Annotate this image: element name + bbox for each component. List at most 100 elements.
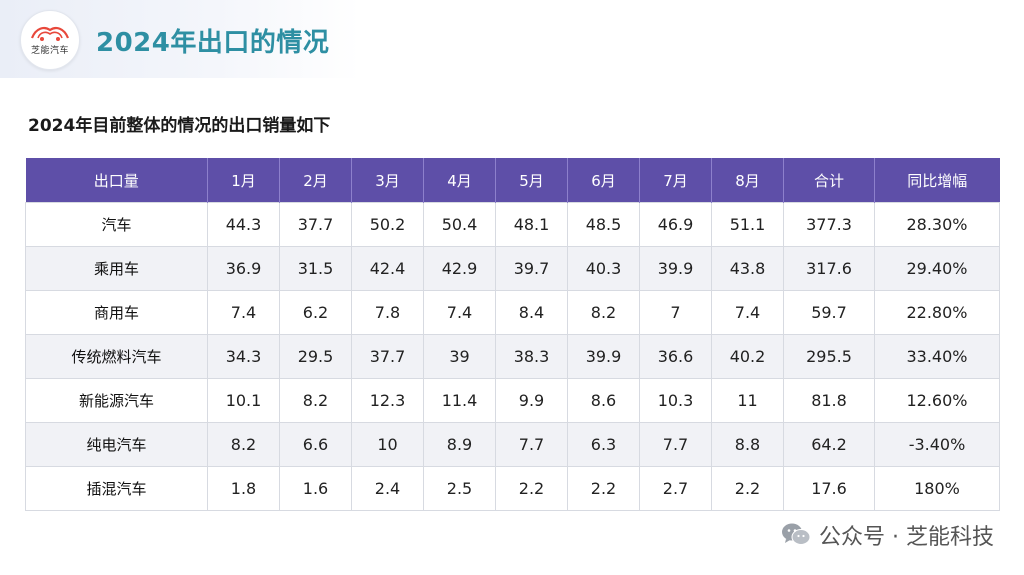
table-cell: 81.8 (783, 378, 875, 423)
wechat-icon (782, 523, 811, 545)
table-cell: -3.40% (874, 422, 1000, 467)
column-header: 合计 (783, 158, 875, 203)
table-cell: 7.4 (207, 290, 280, 335)
row-label: 汽车 (25, 202, 208, 247)
table-cell: 10.3 (639, 378, 712, 423)
page-title: 2024年出口的情况 (96, 28, 330, 58)
table-cell: 29.40% (874, 246, 1000, 291)
table-cell: 64.2 (783, 422, 875, 467)
table-cell: 43.8 (711, 246, 784, 291)
table-cell: 11 (711, 378, 784, 423)
row-label: 纯电汽车 (25, 422, 208, 467)
table-cell: 1.6 (279, 466, 352, 511)
table-cell: 39.7 (495, 246, 568, 291)
footer-credit: 公众号 · 芝能科技 (781, 519, 994, 551)
table-cell: 8.6 (567, 378, 640, 423)
car-logo-icon (30, 27, 70, 41)
table-cell: 37.7 (351, 334, 424, 379)
table-cell: 39.9 (567, 334, 640, 379)
table-cell: 180% (874, 466, 1000, 511)
table-cell: 6.3 (567, 422, 640, 467)
row-label: 乘用车 (25, 246, 208, 291)
table-cell: 39 (423, 334, 496, 379)
column-header: 6月 (567, 158, 640, 203)
table-cell: 2.2 (711, 466, 784, 511)
row-label: 新能源汽车 (25, 378, 208, 423)
table-header-row: 出口量 1月 2月 3月 4月 5月 6月 7月 8月 合计 同比增幅 (25, 158, 1000, 203)
table-cell: 28.30% (874, 202, 1000, 247)
table-cell: 295.5 (783, 334, 875, 379)
table-cell: 2.2 (567, 466, 640, 511)
table-cell: 48.5 (567, 202, 640, 247)
table-row: 纯电汽车 8.2 6.6 10 8.9 7.7 6.3 7.7 8.8 64.2… (25, 422, 1000, 467)
table-cell: 38.3 (495, 334, 568, 379)
table-cell: 8.4 (495, 290, 568, 335)
table-cell: 42.9 (423, 246, 496, 291)
row-label: 传统燃料汽车 (25, 334, 208, 379)
table-cell: 2.2 (495, 466, 568, 511)
table-cell: 8.9 (423, 422, 496, 467)
table-row: 汽车 44.3 37.7 50.2 50.4 48.1 48.5 46.9 51… (25, 202, 1000, 247)
table-subtitle: 2024年目前整体的情况的出口销量如下 (28, 116, 331, 136)
table-cell: 12.60% (874, 378, 1000, 423)
table-cell: 42.4 (351, 246, 424, 291)
table-cell: 7.4 (711, 290, 784, 335)
table-cell: 6.6 (279, 422, 352, 467)
table-row: 新能源汽车 10.1 8.2 12.3 11.4 9.9 8.6 10.3 11… (25, 378, 1000, 423)
table-cell: 2.4 (351, 466, 424, 511)
table-cell: 44.3 (207, 202, 280, 247)
table-cell: 6.2 (279, 290, 352, 335)
table-row: 乘用车 36.9 31.5 42.4 42.9 39.7 40.3 39.9 4… (25, 246, 1000, 291)
table-row: 传统燃料汽车 34.3 29.5 37.7 39 38.3 39.9 36.6 … (25, 334, 1000, 379)
table-cell: 34.3 (207, 334, 280, 379)
table-cell: 12.3 (351, 378, 424, 423)
column-header: 7月 (639, 158, 712, 203)
footer-text: 公众号 · 芝能科技 (819, 525, 994, 550)
table-row: 插混汽车 1.8 1.6 2.4 2.5 2.2 2.2 2.7 2.2 17.… (25, 466, 1000, 511)
column-header: 4月 (423, 158, 496, 203)
table-cell: 10 (351, 422, 424, 467)
table-cell: 29.5 (279, 334, 352, 379)
table-cell: 51.1 (711, 202, 784, 247)
table-cell: 36.6 (639, 334, 712, 379)
table-row: 商用车 7.4 6.2 7.8 7.4 8.4 8.2 7 7.4 59.7 2… (25, 290, 1000, 335)
table-cell: 8.8 (711, 422, 784, 467)
column-header: 8月 (711, 158, 784, 203)
table-cell: 2.7 (639, 466, 712, 511)
table-cell: 7.7 (495, 422, 568, 467)
row-label: 商用车 (25, 290, 208, 335)
table-cell: 40.3 (567, 246, 640, 291)
export-table: 出口量 1月 2月 3月 4月 5月 6月 7月 8月 合计 同比增幅 汽车 4… (25, 158, 1000, 511)
table-cell: 50.4 (423, 202, 496, 247)
table-cell: 39.9 (639, 246, 712, 291)
column-header: 3月 (351, 158, 424, 203)
table-cell: 10.1 (207, 378, 280, 423)
table-cell: 1.8 (207, 466, 280, 511)
table-cell: 377.3 (783, 202, 875, 247)
logo-text: 芝能汽车 (30, 46, 69, 56)
table-cell: 317.6 (783, 246, 875, 291)
table-cell: 8.2 (279, 378, 352, 423)
table-cell: 2.5 (423, 466, 496, 511)
column-header: 1月 (207, 158, 280, 203)
column-header: 同比增幅 (874, 158, 1000, 203)
table-cell: 50.2 (351, 202, 424, 247)
row-label: 插混汽车 (25, 466, 208, 511)
table-cell: 22.80% (874, 290, 1000, 335)
table-cell: 31.5 (279, 246, 352, 291)
table-cell: 7.7 (639, 422, 712, 467)
table-cell: 36.9 (207, 246, 280, 291)
table-cell: 8.2 (207, 422, 280, 467)
table-cell: 59.7 (783, 290, 875, 335)
table-cell: 37.7 (279, 202, 352, 247)
table-cell: 11.4 (423, 378, 496, 423)
table-cell: 9.9 (495, 378, 568, 423)
table-cell: 40.2 (711, 334, 784, 379)
table-cell: 7 (639, 290, 712, 335)
table-cell: 7.8 (351, 290, 424, 335)
column-header: 2月 (279, 158, 352, 203)
column-header: 出口量 (25, 158, 208, 203)
column-header: 5月 (495, 158, 568, 203)
table-cell: 48.1 (495, 202, 568, 247)
table-cell: 8.2 (567, 290, 640, 335)
